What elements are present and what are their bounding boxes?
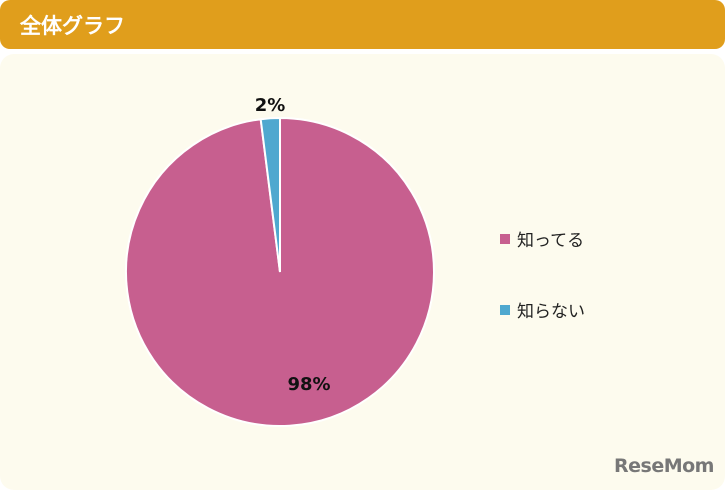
page-title: 全体グラフ [20,14,125,38]
legend-label: 知ってる [517,231,585,251]
resemom-logo: ReseMom [614,455,714,477]
data-label-1: 2% [255,95,286,116]
legend-swatch [500,304,510,315]
data-label-0: 98% [287,374,330,395]
header-bar: 全体グラフ [0,0,725,49]
pie-slice-1 [259,116,281,273]
legend-item-1: 知らない [500,297,585,322]
legend-label: 知らない [517,302,585,322]
legend-item-0: 知ってる [500,226,584,251]
legend-swatch [500,233,510,244]
